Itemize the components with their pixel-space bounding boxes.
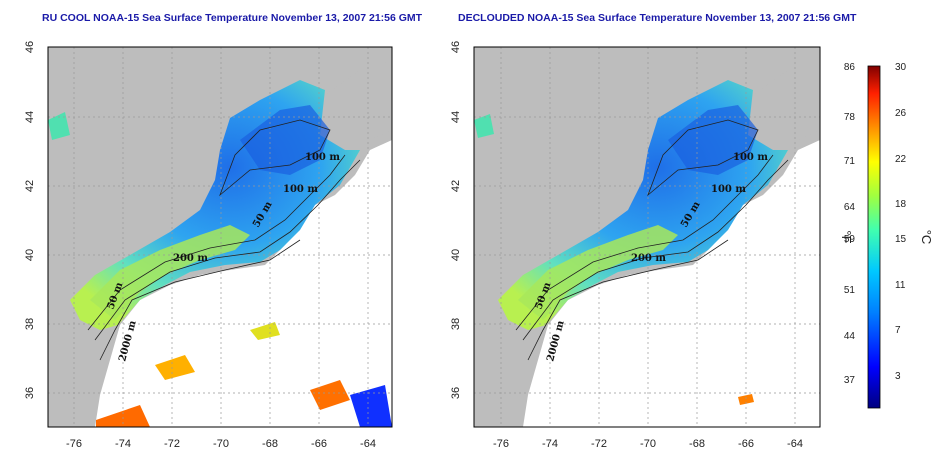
contour-label: 200 m (173, 253, 208, 264)
lon-tick-label: -74 (115, 438, 131, 450)
map-frame (47, 46, 393, 428)
lat-tick-label: 36 (24, 387, 36, 399)
fahrenheit-tick-label: 44 (844, 331, 856, 342)
sst-warm-patch (96, 405, 150, 427)
lat-tick-label: 44 (24, 111, 36, 123)
lon-axis: -76 -74 -72 -70 -68 -66 -64 (66, 438, 376, 450)
sst-warm-patch (250, 322, 280, 340)
sst-patch (474, 114, 494, 138)
sst-patch (48, 112, 70, 140)
lat-tick-label: 38 (450, 318, 462, 330)
bathymetry-contours (515, 119, 789, 361)
sst-warm-patch (155, 355, 195, 380)
fahrenheit-tick-label: 71 (844, 156, 856, 167)
map-frame (473, 46, 821, 428)
contour-label: 100 m (733, 152, 768, 163)
celsius-tick-label: 30 (895, 62, 907, 73)
lat-axis: 46 44 42 40 38 36 (24, 41, 36, 399)
lat-axis: 46 44 42 40 38 36 (450, 41, 462, 399)
celsius-tick-label: 15 (895, 234, 907, 245)
lon-tick-label: -70 (640, 438, 656, 450)
colorbar-fahrenheit-ticks: 86 78 71 64 59 51 44 37 (844, 62, 856, 386)
sst-warm-patch (310, 380, 350, 410)
right-map-title: DECLOUDED NOAA-15 Sea Surface Temperatur… (458, 12, 857, 24)
celsius-tick-label: 7 (895, 325, 901, 336)
sst-cold-patch (350, 385, 392, 427)
lon-tick-label: -66 (311, 438, 327, 450)
right-map: 100 m 100 m 50 m 200 m 50 m 2000 m -76 -… (450, 41, 821, 450)
fahrenheit-tick-label: 59 (844, 234, 856, 245)
lat-tick-label: 46 (450, 41, 462, 53)
fahrenheit-tick-label: 37 (844, 375, 856, 386)
lon-tick-label: -72 (164, 438, 180, 450)
sst-warm-shelf (518, 225, 678, 320)
lon-tick-label: -76 (493, 438, 509, 450)
left-map: 100 m 100 m 50 m 200 m 50 m 2000 m -76 -… (24, 41, 393, 450)
lon-tick-label: -74 (542, 438, 558, 450)
colorbar: 86 78 71 64 59 51 44 37 30 26 22 18 15 1… (839, 62, 934, 409)
celsius-tick-label: 3 (895, 371, 901, 382)
sst-warm-patch (738, 394, 754, 405)
graticule (474, 47, 820, 427)
lat-tick-label: 42 (24, 180, 36, 192)
bathymetry-contours (87, 119, 361, 361)
left-map-title: RU COOL NOAA-15 Sea Surface Temperature … (42, 12, 423, 24)
lon-axis: -76 -74 -72 -70 -68 -66 -64 (493, 438, 803, 450)
fahrenheit-tick-label: 64 (844, 202, 856, 213)
contour-label: 100 m (305, 152, 340, 163)
lon-tick-label: -68 (262, 438, 278, 450)
land-nova-scotia (318, 60, 392, 150)
lon-tick-label: -66 (738, 438, 754, 450)
fahrenheit-tick-label: 78 (844, 112, 856, 123)
celsius-tick-label: 11 (895, 280, 906, 291)
lat-tick-label: 44 (450, 111, 462, 123)
celsius-tick-label: 18 (895, 199, 907, 210)
colorbar-unit-celsius: °C (919, 230, 934, 245)
lon-tick-label: -68 (689, 438, 705, 450)
sst-warm-shelf (90, 225, 250, 320)
contour-label: 100 m (711, 184, 746, 195)
lon-tick-label: -70 (213, 438, 229, 450)
celsius-tick-label: 22 (895, 154, 907, 165)
lon-tick-label: -64 (360, 438, 376, 450)
lat-tick-label: 42 (450, 180, 462, 192)
fahrenheit-tick-label: 51 (844, 285, 856, 296)
lon-tick-label: -64 (787, 438, 803, 450)
land-nova-scotia (746, 60, 820, 150)
contour-label: 200 m (631, 253, 666, 264)
lat-tick-label: 36 (450, 387, 462, 399)
lat-tick-label: 38 (24, 318, 36, 330)
celsius-tick-label: 26 (895, 108, 907, 119)
lon-tick-label: -76 (66, 438, 82, 450)
lat-tick-label: 40 (450, 249, 462, 261)
lat-tick-label: 40 (24, 249, 36, 261)
colorbar-gradient (867, 65, 881, 409)
lat-tick-label: 46 (24, 41, 36, 53)
graticule (48, 47, 392, 427)
colorbar-unit-fahrenheit: °F (839, 230, 854, 243)
lon-tick-label: -72 (591, 438, 607, 450)
colorbar-celsius-ticks: 30 26 22 18 15 11 7 3 (895, 62, 907, 382)
contour-label: 100 m (283, 184, 318, 195)
fahrenheit-tick-label: 86 (844, 62, 856, 73)
